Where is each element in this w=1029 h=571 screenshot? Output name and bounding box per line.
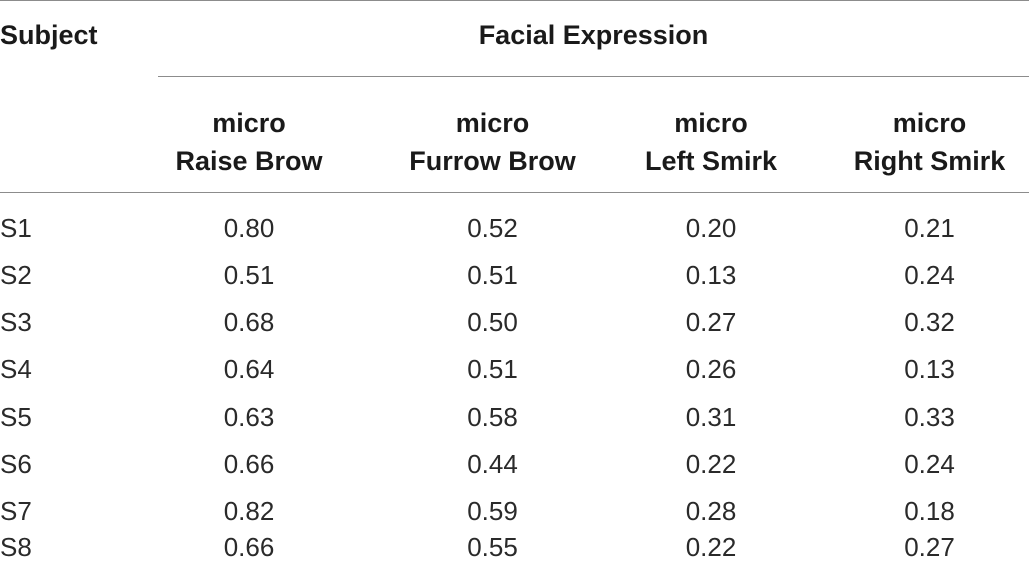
value-cell-right-smirk: 0.24 (904, 449, 955, 479)
column-header-raise-brow: micro Raise Brow (158, 104, 340, 180)
value-cell-furrow-brow: 0.44 (467, 449, 518, 479)
column-header-line1: micro (212, 108, 286, 138)
column-header-left-smirk: micro Left Smirk (620, 104, 802, 180)
column-header-line2: Left Smirk (644, 146, 778, 176)
table-row: S2 0.51 0.51 0.13 0.24 (0, 252, 1029, 299)
value-cell-furrow-brow: 0.51 (467, 260, 518, 290)
value-cell-raise-brow: 0.63 (223, 402, 275, 432)
column-header-line2: Raise Brow (175, 146, 323, 176)
value-cell-furrow-brow: 0.59 (467, 496, 518, 526)
column-header-line1: micro (892, 108, 967, 138)
column-header-line1: micro (455, 108, 530, 138)
value-cell-left-smirk: 0.20 (685, 213, 737, 243)
value-cell-raise-brow: 0.80 (223, 213, 275, 243)
value-cell-left-smirk: 0.31 (685, 402, 737, 432)
facial-expression-group-header: Facial Expression (478, 20, 709, 50)
table-row: S3 0.68 0.50 0.27 0.32 (0, 299, 1029, 346)
subject-cell: S8 (0, 532, 32, 562)
value-cell-raise-brow: 0.68 (223, 307, 275, 337)
subject-cell: S2 (0, 260, 32, 290)
value-cell-furrow-brow: 0.55 (467, 532, 518, 562)
header-bottom-rule (0, 192, 1029, 193)
column-header-right-smirk: micro Right Smirk (832, 104, 1027, 180)
table-row: S8 0.66 0.55 0.22 0.27 (0, 524, 1029, 571)
value-cell-left-smirk: 0.22 (685, 449, 737, 479)
table-row: S5 0.63 0.58 0.31 0.33 (0, 394, 1029, 441)
value-cell-raise-brow: 0.64 (223, 354, 275, 384)
value-cell-right-smirk: 0.33 (904, 402, 955, 432)
value-cell-left-smirk: 0.26 (685, 354, 737, 384)
value-cell-left-smirk: 0.22 (685, 532, 737, 562)
value-cell-raise-brow: 0.66 (223, 449, 275, 479)
value-cell-furrow-brow: 0.50 (467, 307, 518, 337)
value-cell-furrow-brow: 0.58 (467, 402, 518, 432)
table-row: S6 0.66 0.44 0.22 0.24 (0, 441, 1029, 488)
subject-cell: S3 (0, 307, 32, 337)
subject-cell: S5 (0, 402, 32, 432)
subject-cell: S4 (0, 354, 32, 384)
value-cell-raise-brow: 0.82 (223, 496, 275, 526)
value-cell-left-smirk: 0.27 (685, 307, 737, 337)
table-top-rule (0, 0, 1029, 1)
column-header-line1: micro (674, 108, 748, 138)
value-cell-raise-brow: 0.51 (223, 260, 275, 290)
value-cell-left-smirk: 0.13 (685, 260, 737, 290)
subject-column-header: Subject (0, 20, 98, 50)
value-cell-raise-brow: 0.66 (223, 532, 275, 562)
subject-cell: S1 (0, 213, 32, 243)
value-cell-right-smirk: 0.24 (904, 260, 955, 290)
value-cell-right-smirk: 0.18 (904, 496, 955, 526)
column-header-furrow-brow: micro Furrow Brow (395, 104, 590, 180)
value-cell-furrow-brow: 0.51 (467, 354, 518, 384)
table-row: S4 0.64 0.51 0.26 0.13 (0, 346, 1029, 393)
column-header-line2: Furrow Brow (409, 146, 576, 176)
value-cell-furrow-brow: 0.52 (467, 213, 518, 243)
group-header-rule (158, 76, 1029, 77)
value-cell-right-smirk: 0.13 (904, 354, 955, 384)
subject-cell: S7 (0, 496, 32, 526)
column-header-line2: Right Smirk (853, 146, 1006, 176)
value-cell-right-smirk: 0.21 (904, 213, 955, 243)
value-cell-left-smirk: 0.28 (685, 496, 737, 526)
value-cell-right-smirk: 0.27 (904, 532, 955, 562)
value-cell-right-smirk: 0.32 (904, 307, 955, 337)
table-row: S7 0.82 0.59 0.28 0.18 (0, 488, 1029, 535)
subject-cell: S6 (0, 449, 32, 479)
table-row: S1 0.80 0.52 0.20 0.21 (0, 205, 1029, 252)
